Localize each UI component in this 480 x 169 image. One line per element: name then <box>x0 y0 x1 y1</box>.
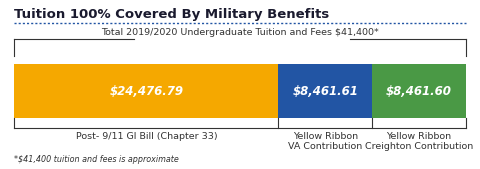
Text: $8,461.60: $8,461.60 <box>386 85 452 98</box>
Text: Post- 9/11 GI Bill (Chapter 33): Post- 9/11 GI Bill (Chapter 33) <box>75 132 217 141</box>
Text: Tuition 100% Covered By Military Benefits: Tuition 100% Covered By Military Benefit… <box>14 8 330 21</box>
Text: Yellow Ribbon
VA Contribution: Yellow Ribbon VA Contribution <box>288 132 362 151</box>
Bar <box>278 64 372 118</box>
Text: $8,461.61: $8,461.61 <box>292 85 358 98</box>
Bar <box>372 64 466 118</box>
Text: $24,476.79: $24,476.79 <box>109 85 183 98</box>
Bar <box>14 64 278 118</box>
Text: Total 2019/2020 Undergraduate Tuition and Fees $41,400*: Total 2019/2020 Undergraduate Tuition an… <box>101 28 379 37</box>
Text: Yellow Ribbon
Creighton Contribution: Yellow Ribbon Creighton Contribution <box>365 132 473 151</box>
Text: *$41,400 tuition and fees is approximate: *$41,400 tuition and fees is approximate <box>14 155 179 164</box>
